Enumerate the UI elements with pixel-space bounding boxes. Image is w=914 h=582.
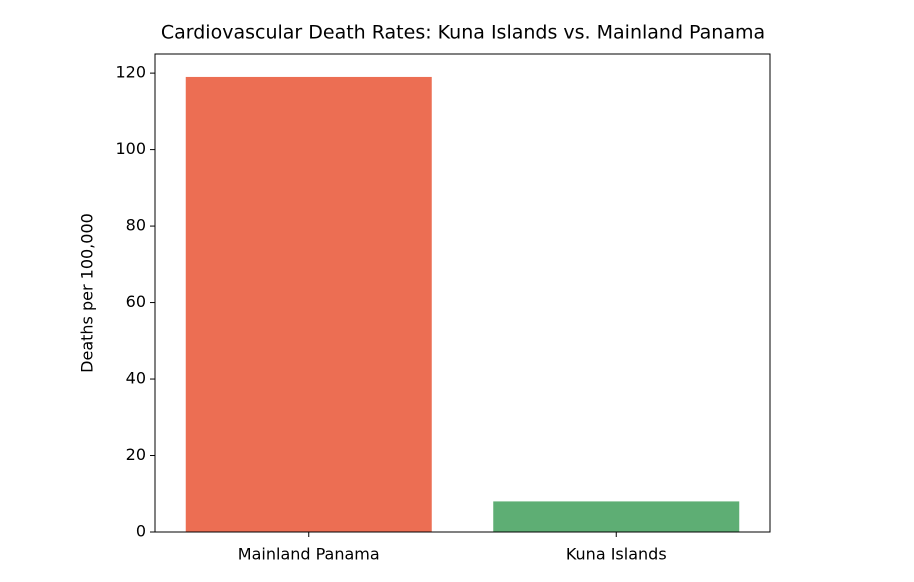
y-axis-label: Deaths per 100,000 <box>78 213 97 373</box>
y-tick-label: 80 <box>126 216 146 235</box>
y-tick-label: 40 <box>126 369 146 388</box>
y-tick-label: 60 <box>126 292 146 311</box>
y-tick-label: 100 <box>115 139 146 158</box>
bar <box>493 501 740 532</box>
x-tick-label: Mainland Panama <box>238 545 380 564</box>
plot-frame <box>154 53 771 533</box>
y-tick-label: 0 <box>136 522 146 541</box>
bar <box>185 76 432 532</box>
chart-title: Cardiovascular Death Rates: Kuna Islands… <box>161 22 765 44</box>
y-tick-label: 120 <box>115 63 146 82</box>
y-tick-label: 20 <box>126 445 146 464</box>
x-tick-label: Kuna Islands <box>566 545 667 564</box>
